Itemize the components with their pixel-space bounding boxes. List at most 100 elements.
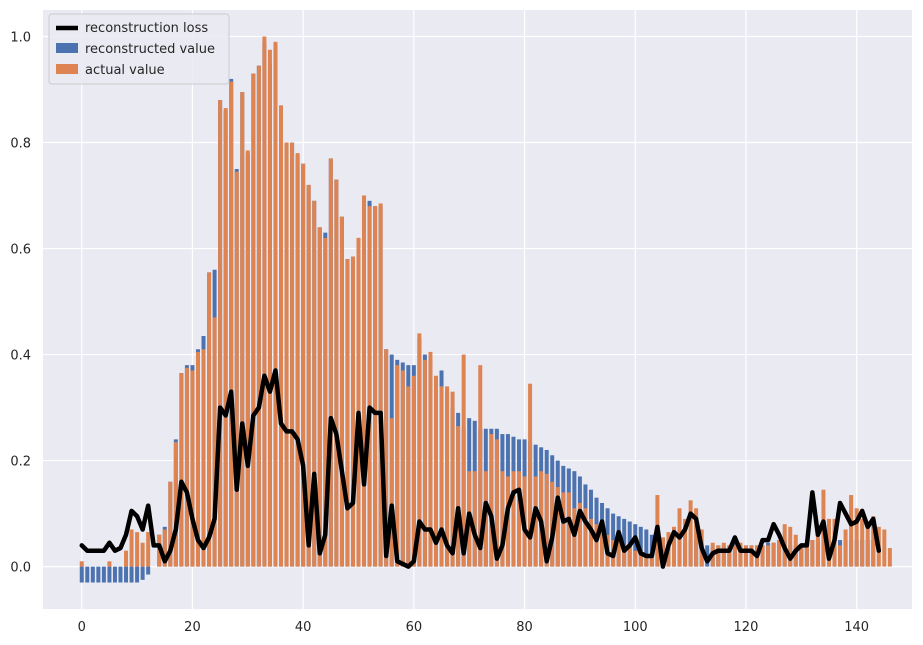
reconstructed-value-bar — [622, 518, 627, 567]
actual-value-bar — [500, 471, 505, 567]
actual-value-bar — [262, 36, 267, 567]
actual-value-bar — [528, 383, 533, 567]
actual-value-bar — [328, 158, 333, 567]
x-tick-label: 40 — [295, 620, 312, 635]
actual-value-bar — [716, 545, 721, 567]
actual-value-bar — [694, 508, 699, 567]
reconstructed-value-bar — [107, 566, 112, 583]
actual-value-bar — [472, 471, 477, 567]
actual-value-bar — [600, 529, 605, 567]
actual-value-bar — [456, 426, 461, 567]
actual-value-bar — [882, 529, 887, 567]
actual-value-bar — [173, 442, 178, 567]
actual-value-bar — [124, 550, 129, 567]
actual-value-bar — [860, 518, 865, 567]
actual-value-bar — [732, 545, 737, 567]
actual-value-bar — [306, 184, 311, 567]
actual-value-bar — [317, 227, 322, 567]
actual-value-bar — [649, 555, 654, 567]
actual-value-bar — [179, 373, 184, 567]
actual-value-bar — [290, 142, 295, 567]
legend-label-reconstruction-loss: reconstruction loss — [85, 21, 208, 36]
actual-value-bar — [350, 256, 355, 567]
actual-value-bar — [301, 163, 306, 567]
actual-value-bar — [727, 545, 732, 567]
actual-value-bar — [240, 92, 245, 567]
actual-value-bar — [428, 351, 433, 567]
actual-value-bar — [577, 502, 582, 567]
actual-value-bars — [79, 36, 892, 567]
actual-value-bar — [616, 540, 621, 567]
actual-value-bar — [356, 237, 361, 567]
actual-value-bar — [849, 495, 854, 567]
actual-value-bar — [799, 548, 804, 567]
actual-value-bar — [146, 532, 151, 567]
actual-value-bar — [766, 545, 771, 567]
actual-value-bar — [494, 439, 499, 567]
actual-value-bar — [79, 561, 84, 567]
reconstructed-value-bar — [96, 566, 101, 583]
actual-value-bar — [129, 529, 134, 567]
actual-value-bar — [489, 434, 494, 567]
actual-value-bar — [633, 550, 638, 567]
actual-value-bar — [334, 179, 339, 567]
actual-value-bar — [323, 237, 328, 567]
reconstructed-value-bar — [135, 566, 140, 583]
actual-value-bar — [267, 49, 272, 567]
actual-value-bar — [389, 418, 394, 567]
actual-value-bar — [594, 524, 599, 567]
x-tick-label: 80 — [516, 620, 533, 635]
legend-label-actual-value: actual value — [85, 63, 165, 78]
actual-value-bar — [339, 216, 344, 567]
actual-value-bar — [478, 365, 483, 567]
actual-value-bar — [566, 492, 571, 567]
plot-background — [43, 10, 912, 609]
actual-value-bar — [544, 473, 549, 567]
reconstructed-value-bar — [79, 566, 84, 583]
actual-value-bar — [871, 516, 876, 567]
actual-value-bar — [749, 545, 754, 567]
actual-value-bar — [190, 370, 195, 567]
actual-value-bar — [234, 171, 239, 567]
actual-value-bar — [168, 481, 173, 567]
actual-value-bar — [395, 365, 400, 567]
actual-value-bar — [865, 521, 870, 567]
actual-value-bar — [251, 73, 256, 567]
actual-value-bar — [378, 203, 383, 567]
actual-value-bar — [555, 487, 560, 567]
actual-value-bar — [411, 375, 416, 567]
y-tick-label: 1.0 — [10, 31, 31, 46]
actual-value-bar — [207, 272, 212, 567]
actual-value-bar — [439, 386, 444, 567]
actual-value-bar — [622, 545, 627, 567]
reconstructed-value-bar — [101, 566, 106, 583]
y-tick-label: 0.6 — [10, 243, 31, 258]
actual-value-bar — [373, 206, 378, 567]
reconstruction-loss-line — [79, 368, 882, 569]
legend-box — [48, 13, 230, 85]
actual-value-bar — [826, 518, 831, 567]
actual-value-bar — [223, 108, 228, 567]
y-tick-label: 0.0 — [10, 561, 31, 576]
actual-value-bar — [683, 518, 688, 567]
actual-value-bar — [256, 65, 261, 567]
actual-value-bar — [406, 386, 411, 567]
legend-swatch-actual-value — [56, 64, 78, 74]
actual-value-bar — [572, 508, 577, 567]
x-tick-label: 60 — [406, 620, 423, 635]
reconstructed-value-bar — [146, 566, 151, 575]
actual-value-bar — [279, 105, 283, 567]
actual-value-bar — [295, 153, 300, 567]
actual-value-bar — [284, 142, 289, 567]
actual-value-bar — [644, 555, 649, 567]
actual-value-bar — [838, 545, 843, 567]
y-tick-label: 0.4 — [10, 349, 31, 364]
actual-value-bar — [887, 548, 892, 567]
actual-value-bar — [345, 259, 350, 567]
actual-value-bar — [672, 526, 676, 567]
actual-value-bar — [843, 529, 848, 567]
actual-value-bar — [743, 545, 748, 567]
x-tick-label: 140 — [844, 620, 869, 635]
actual-value-bar — [533, 476, 538, 567]
actual-value-bar — [201, 349, 206, 567]
